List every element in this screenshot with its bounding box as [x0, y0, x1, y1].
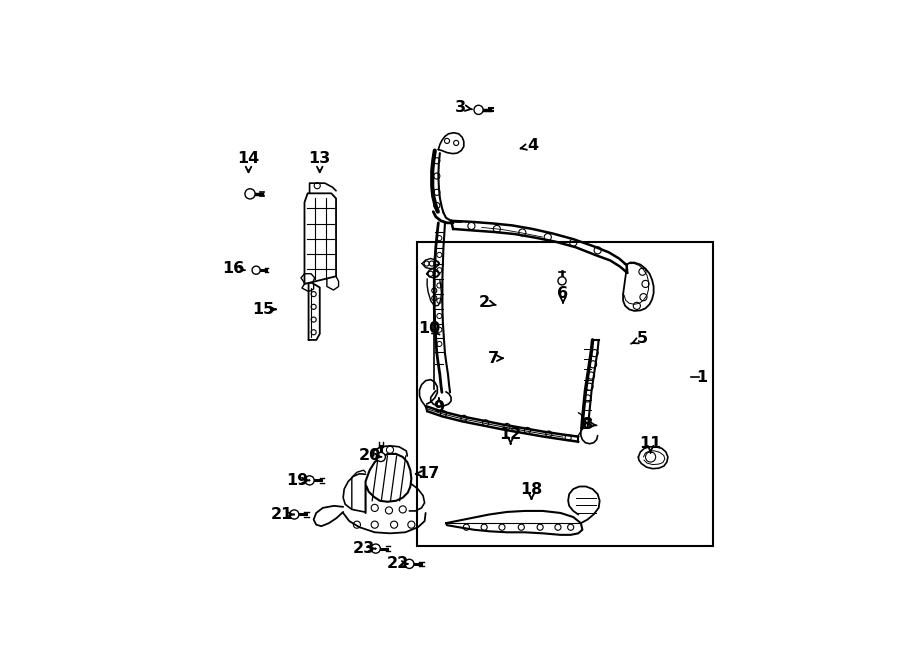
Circle shape: [252, 266, 260, 274]
Text: 19: 19: [286, 473, 309, 488]
Text: 18: 18: [520, 482, 543, 496]
Text: 1: 1: [696, 369, 707, 385]
Text: 14: 14: [238, 151, 259, 166]
Text: 7: 7: [488, 351, 499, 366]
Circle shape: [558, 277, 566, 285]
Text: 20: 20: [358, 448, 381, 463]
Text: 12: 12: [500, 427, 522, 442]
Text: 10: 10: [418, 321, 440, 336]
Circle shape: [245, 189, 255, 199]
Circle shape: [290, 510, 299, 519]
Text: 4: 4: [526, 138, 538, 153]
Circle shape: [405, 559, 414, 568]
Text: 13: 13: [309, 151, 331, 166]
Text: 6: 6: [557, 286, 569, 301]
Text: 21: 21: [271, 507, 293, 522]
Circle shape: [474, 105, 483, 114]
Bar: [418, 242, 713, 546]
Circle shape: [305, 476, 314, 485]
Text: 23: 23: [353, 541, 374, 556]
Text: 11: 11: [640, 436, 662, 451]
Text: 16: 16: [222, 261, 245, 276]
Text: 2: 2: [479, 295, 490, 310]
Text: 9: 9: [433, 400, 445, 415]
Circle shape: [371, 544, 381, 553]
Text: 15: 15: [253, 302, 274, 317]
Text: 22: 22: [386, 557, 409, 571]
Text: 17: 17: [417, 466, 439, 481]
Text: 3: 3: [454, 100, 466, 115]
Text: 5: 5: [636, 331, 647, 346]
Text: 8: 8: [582, 417, 593, 432]
Circle shape: [376, 452, 385, 461]
